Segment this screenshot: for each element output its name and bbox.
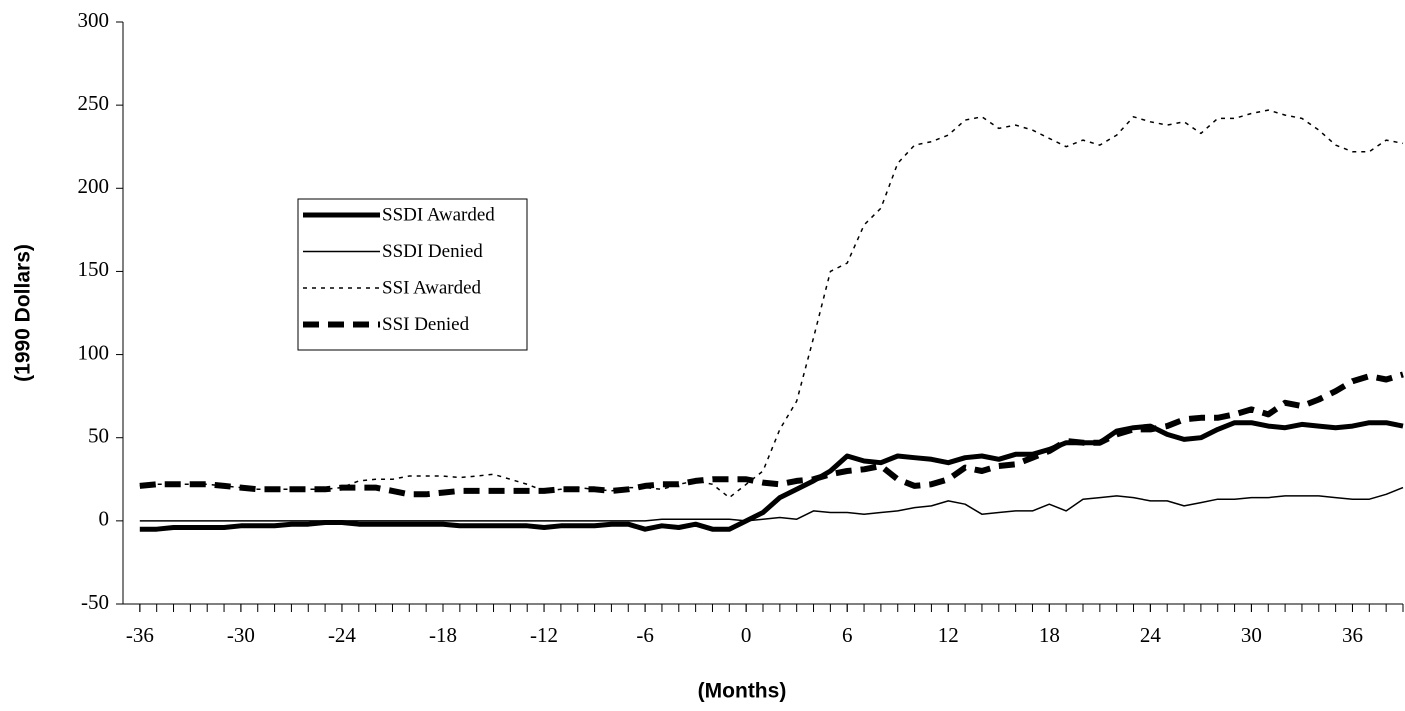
legend-label: SSI Awarded xyxy=(382,277,482,298)
x-tick-label: 6 xyxy=(842,623,853,647)
x-tick-label: 0 xyxy=(741,623,752,647)
series-line xyxy=(139,420,1404,532)
y-tick-label: 100 xyxy=(78,340,110,364)
y-tick-label: 150 xyxy=(78,257,110,281)
y-tick-label: 200 xyxy=(78,174,110,198)
y-tick-label: -50 xyxy=(81,590,109,614)
x-tick-label: -24 xyxy=(328,623,356,647)
y-axis-label: (1990 Dollars) xyxy=(12,244,35,382)
y-tick-label: 0 xyxy=(99,507,110,531)
y-tick-label: 300 xyxy=(78,8,110,32)
y-tick-label: 250 xyxy=(78,91,110,115)
x-tick-label: -6 xyxy=(636,623,654,647)
x-tick-label: -30 xyxy=(227,623,255,647)
legend-label: SSDI Denied xyxy=(382,241,483,262)
y-tick-label: 50 xyxy=(88,424,109,448)
x-tick-label: 12 xyxy=(938,623,959,647)
x-tick-label: -12 xyxy=(530,623,558,647)
x-tick-label: 30 xyxy=(1241,623,1262,647)
series-line xyxy=(139,109,1404,499)
x-axis-label: (Months) xyxy=(698,680,787,703)
x-tick-label: -18 xyxy=(429,623,457,647)
x-tick-label: 36 xyxy=(1342,623,1363,647)
x-tick-label: -36 xyxy=(126,623,154,647)
series-line xyxy=(139,371,1404,498)
legend-label: SSI Denied xyxy=(382,314,470,335)
x-tick-label: 24 xyxy=(1140,623,1162,647)
x-tick-label: 18 xyxy=(1039,623,1060,647)
legend-label: SSDI Awarded xyxy=(382,204,495,225)
